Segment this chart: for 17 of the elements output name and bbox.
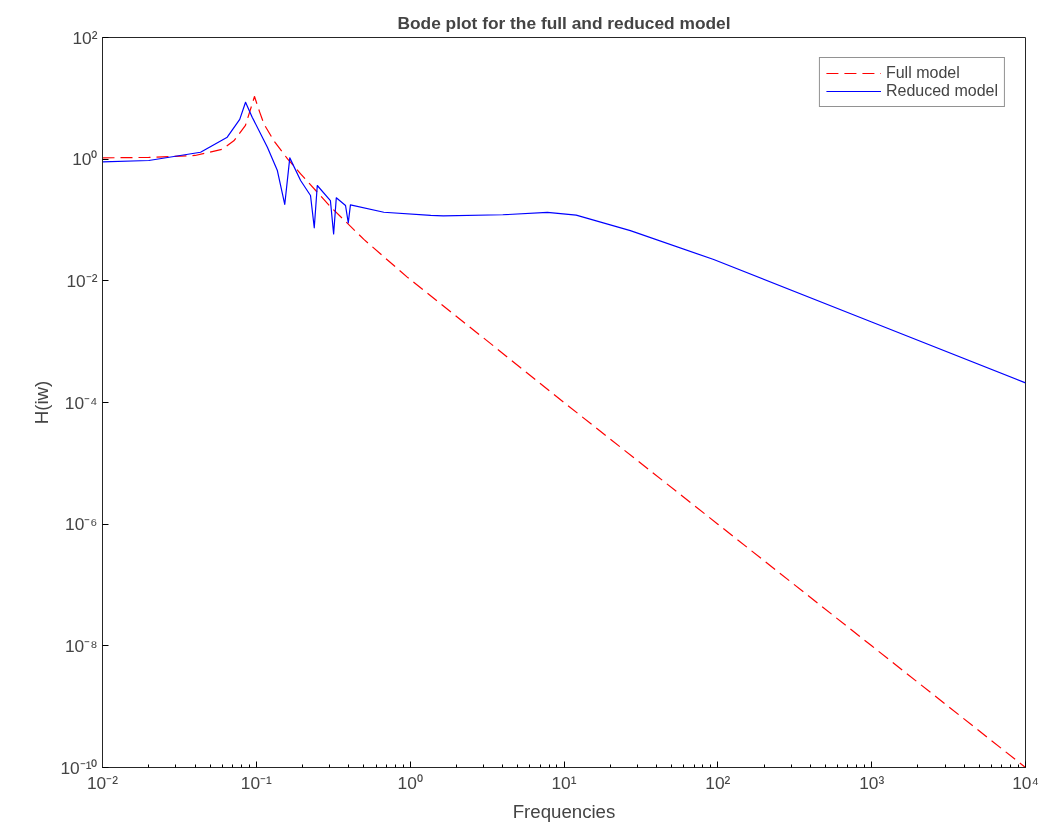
x-tick-label: 10⁻¹ <box>240 772 273 793</box>
y-tick-label: 10⁻⁶ <box>65 514 98 535</box>
y-tick-label: 10⁻² <box>66 270 98 291</box>
x-tick-label: 10¹ <box>551 772 577 793</box>
x-tick-label: 10⁴ <box>1012 772 1039 793</box>
x-tick-label: 10³ <box>859 772 885 793</box>
x-axis-title: Frequencies <box>512 800 616 822</box>
y-tick-label: 10⁻⁸ <box>64 635 98 656</box>
y-tick-label: 10⁻⁴ <box>64 392 98 413</box>
y-tick-label: 10⁰ <box>72 149 98 170</box>
legend-label: Full model <box>885 64 960 82</box>
legend-label: Reduced model <box>885 82 998 100</box>
y-tick-label: 10² <box>72 27 98 48</box>
chart-title: Bode plot for the full and reduced model <box>397 12 731 33</box>
y-axis-title: H(iw) <box>31 380 53 425</box>
x-tick-label: 10² <box>705 772 731 793</box>
x-tick-label: 10⁰ <box>397 772 423 793</box>
